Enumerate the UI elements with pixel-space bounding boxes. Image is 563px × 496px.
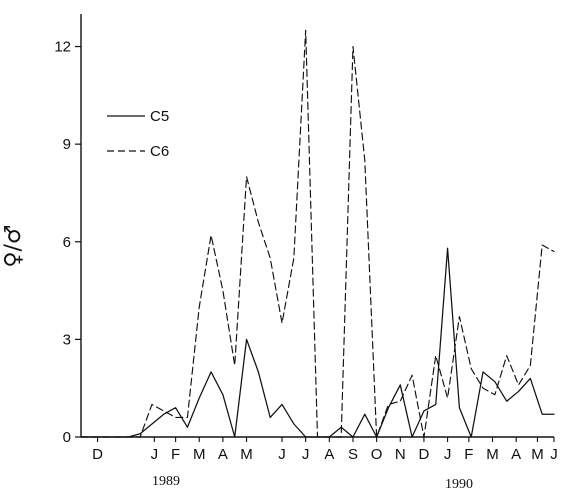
series-line-c5 bbox=[80, 247, 555, 438]
x-tick-label: A bbox=[511, 446, 521, 463]
y-tick-label: 9 bbox=[63, 136, 71, 153]
x-tick-label: F bbox=[464, 446, 473, 463]
legend-label-c5: C5 bbox=[150, 108, 169, 125]
series-layer bbox=[80, 29, 555, 438]
x-tick-label: J bbox=[278, 446, 286, 463]
y-axis-title: ♀/♂ bbox=[1, 224, 26, 267]
x-tick-label: J bbox=[550, 446, 558, 463]
x-tick-label: J bbox=[151, 446, 159, 463]
x-tick-label: M bbox=[486, 446, 499, 463]
y-tick-label: 12 bbox=[54, 39, 71, 56]
x-tick-label: D bbox=[92, 446, 103, 463]
y-tick-label: 6 bbox=[63, 234, 71, 251]
x-tick-label: F bbox=[171, 446, 180, 463]
year-label-1989: 1989 bbox=[152, 474, 180, 489]
x-tick-label: D bbox=[419, 446, 430, 463]
x-tick-label: J bbox=[302, 446, 310, 463]
x-tick-label: M bbox=[193, 446, 206, 463]
series-line-c6 bbox=[80, 29, 555, 438]
x-tick-label: M bbox=[531, 446, 544, 463]
x-tick-label: A bbox=[324, 446, 334, 463]
x-tick-label: O bbox=[371, 446, 383, 463]
x-tick-label: A bbox=[218, 446, 228, 463]
x-tick-label: M bbox=[240, 446, 253, 463]
x-tick-label: J bbox=[444, 446, 452, 463]
x-tick-label: S bbox=[348, 446, 358, 463]
legend: C5 C6 bbox=[107, 108, 169, 160]
y-tick-layer: 0 3 6 9 12 bbox=[54, 39, 81, 446]
legend-label-c6: C6 bbox=[150, 143, 169, 160]
y-tick-label: 0 bbox=[63, 429, 71, 446]
y-tick-label: 3 bbox=[63, 331, 71, 348]
year-label-1990: 1990 bbox=[445, 477, 473, 492]
x-tick-label: N bbox=[395, 446, 406, 463]
